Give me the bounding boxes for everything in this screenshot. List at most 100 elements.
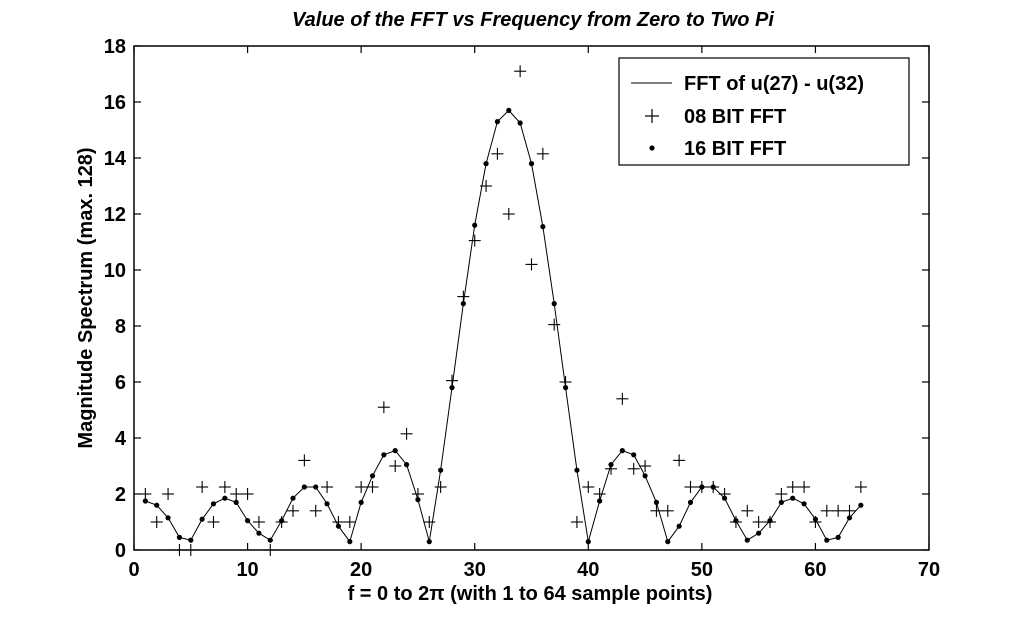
08bit-plus-marker — [752, 516, 765, 528]
08bit-plus-marker — [434, 481, 447, 493]
16bit-dot-marker — [756, 530, 762, 536]
08bit-plus-marker — [139, 488, 152, 500]
16bit-dot-marker — [778, 499, 784, 505]
16bit-dot-marker — [460, 301, 466, 307]
x-tick-label: 20 — [350, 559, 372, 581]
08bit-plus-marker — [162, 488, 175, 500]
16bit-dot-marker — [801, 501, 807, 507]
08bit-plus-marker — [287, 504, 299, 517]
16bit-dot-marker — [199, 516, 205, 522]
08bit-plus-marker — [491, 147, 504, 160]
legend: FFT of u(27) - u(32) 08 BIT FFT 16 BIT F… — [618, 57, 910, 166]
08bit-plus-marker — [616, 392, 629, 405]
08bit-plus-marker — [218, 481, 231, 493]
08bit-plus-marker — [854, 481, 867, 493]
y-tick-label: 10 — [104, 260, 126, 282]
16bit-dot-marker — [154, 502, 160, 508]
16bit-dot-marker — [438, 467, 444, 473]
08bit-plus-marker — [525, 258, 538, 271]
16bit-dot-marker — [301, 484, 307, 490]
16bit-dot-marker — [687, 499, 694, 505]
16bit-dot-marker — [381, 452, 387, 458]
16bit-dot-marker — [585, 539, 591, 545]
08bit-plus-marker — [502, 208, 515, 220]
08bit-plus-marker — [570, 516, 583, 528]
08bit-plus-marker — [468, 234, 481, 247]
16bit-dot-marker — [256, 530, 262, 536]
legend-box — [618, 57, 910, 166]
16bit-dot-marker — [744, 537, 750, 543]
08bit-plus-marker — [536, 147, 549, 160]
16bit-dot-marker — [608, 462, 614, 468]
16bit-dot-marker — [222, 495, 228, 501]
16bit-dot-marker — [642, 473, 648, 479]
16bit-dot-marker — [483, 161, 489, 167]
y-tick-label: 12 — [104, 204, 126, 226]
16bit-dot-marker — [597, 498, 603, 504]
legend-label-fft: FFT of u(27) - u(32) — [684, 73, 864, 95]
legend-label-08bit: 08 BIT FFT — [684, 106, 786, 128]
16bit-dot-marker — [506, 107, 512, 113]
16bit-dot-marker — [290, 495, 296, 501]
16bit-dot-marker — [846, 515, 853, 521]
16bit-dot-marker — [233, 499, 239, 505]
16bit-dot-marker — [313, 484, 319, 490]
08bit-plus-marker — [298, 454, 311, 467]
08bit-plus-marker — [798, 481, 811, 493]
08bit-plus-marker — [355, 481, 368, 493]
08bit-plus-marker — [184, 544, 197, 556]
16bit-dot-marker — [347, 539, 353, 545]
16bit-dot-marker — [165, 515, 171, 521]
16bit-dot-marker — [403, 462, 410, 468]
16bit-dot-marker — [562, 385, 569, 391]
x-tick-label: 0 — [128, 559, 139, 581]
08bit-plus-marker — [593, 488, 606, 500]
legend-plus-swatch — [645, 109, 659, 123]
16bit-dot-marker — [415, 497, 421, 503]
16bit-dot-marker — [699, 484, 705, 490]
08bit-plus-marker — [343, 516, 356, 528]
16bit-dot-marker — [494, 119, 501, 125]
16bit-dot-marker — [358, 499, 364, 505]
08bit-plus-marker — [207, 516, 220, 528]
x-tick-label: 60 — [804, 559, 826, 581]
08bit-plus-marker — [230, 488, 243, 500]
08bit-plus-marker — [252, 516, 265, 528]
08bit-plus-marker — [820, 504, 833, 517]
x-tick-label: 50 — [691, 559, 713, 581]
08bit-plus-marker — [264, 544, 277, 556]
16bit-dot-marker — [721, 495, 728, 501]
08bit-plus-marker — [627, 462, 640, 475]
16bit-dot-marker — [369, 473, 376, 479]
16bit-dot-marker — [835, 534, 841, 541]
08bit-plus-marker — [548, 318, 561, 331]
x-tick-label: 40 — [577, 559, 599, 581]
16bit-dot-marker — [858, 502, 864, 508]
16bit-dot-marker — [676, 523, 682, 529]
16bit-dot-marker — [653, 499, 660, 505]
y-tick-label: 4 — [115, 428, 127, 450]
08bit-plus-marker — [196, 481, 209, 493]
16bit-dot-marker — [540, 224, 546, 230]
08bit-plus-marker — [321, 481, 334, 493]
08bit-plus-marker — [446, 374, 458, 387]
x-axis-label: f = 0 to 2π (with 1 to 64 sample points) — [348, 583, 713, 605]
16bit-dot-marker — [426, 539, 432, 545]
08bit-plus-marker — [741, 504, 754, 517]
08bit-plus-marker — [514, 65, 527, 78]
08bit-plus-marker — [480, 180, 493, 192]
16bit-dot-marker — [279, 518, 285, 524]
16bit-dot-marker — [551, 301, 557, 307]
16bit-dot-marker — [210, 501, 217, 507]
16bit-dot-marker — [142, 498, 148, 504]
16bit-dot-marker — [449, 385, 455, 391]
08bit-plus-marker — [843, 504, 856, 517]
16bit-dot-marker — [392, 448, 398, 454]
08bit-plus-marker — [423, 516, 436, 528]
16bit-dot-marker — [267, 537, 273, 543]
16bit-dot-marker — [619, 448, 625, 454]
08bit-plus-marker — [389, 460, 402, 472]
16bit-dot-marker — [767, 518, 773, 524]
y-tick-label: 0 — [115, 540, 126, 562]
